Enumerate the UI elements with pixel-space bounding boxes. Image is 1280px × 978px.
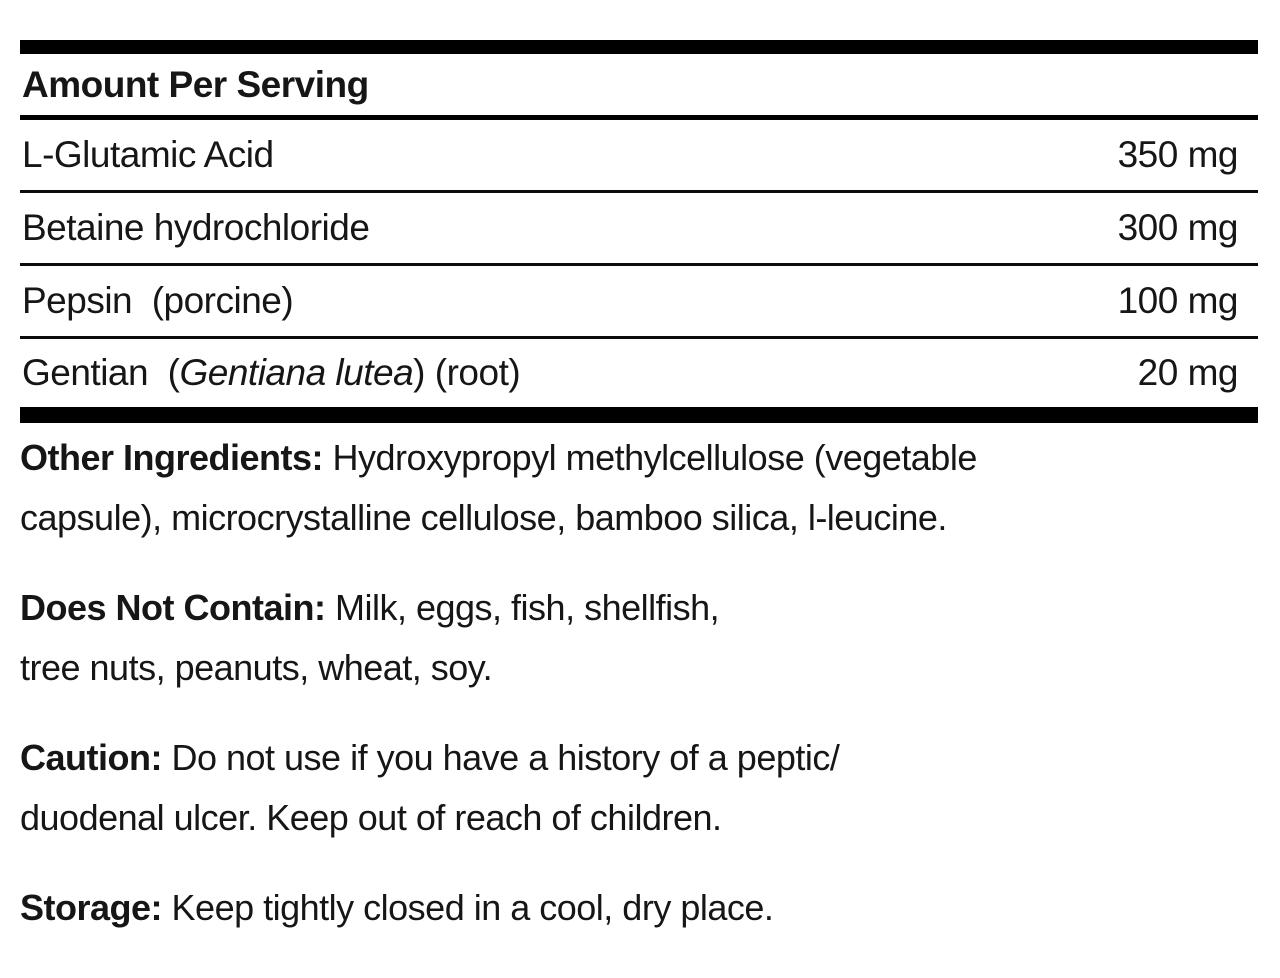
ingredient-row-pepsin: Pepsin (porcine) 100 mg [20, 266, 1258, 339]
ingredient-amount: 100 mg [1117, 280, 1239, 321]
ingredient-amount: 350 mg [1117, 134, 1239, 175]
amount-per-serving-header: Amount Per Serving [20, 54, 1258, 120]
section-line1: Milk, eggs, fish, shellfish, [325, 587, 720, 628]
other-ingredients-section: Other Ingredients: Hydroxypropyl methylc… [20, 428, 1258, 548]
caution-section: Caution: Do not use if you have a histor… [20, 728, 1258, 848]
section-label: Caution: [20, 737, 162, 778]
ingredient-row-l-glutamic-acid: L-Glutamic Acid 350 mg [20, 120, 1258, 193]
section-line1: Do not use if you have a history of a pe… [161, 737, 840, 778]
ingredient-name: Pepsin (porcine) [20, 280, 294, 322]
ingredient-name-text: Betaine hydrochloride [22, 207, 370, 248]
section-label: Storage: [20, 887, 163, 928]
ingredient-name: Gentian (Gentiana lutea) (root) [20, 352, 521, 394]
section-line2: duodenal ulcer. Keep out of reach of chi… [20, 797, 722, 838]
section-line1: Hydroxypropyl methylcellulose (vegetable [323, 437, 978, 478]
section-line2: tree nuts, peanuts, wheat, soy. [20, 647, 493, 688]
section-label: Other Ingredients: [20, 437, 324, 478]
label-text-sections: Other Ingredients: Hydroxypropyl methylc… [20, 423, 1258, 938]
ingredient-row-betaine-hydrochloride: Betaine hydrochloride 300 mg [20, 193, 1258, 266]
bottom-divider-bar [20, 407, 1258, 423]
does-not-contain-section: Does Not Contain: Milk, eggs, fish, shel… [20, 578, 1258, 698]
section-line1: Keep tightly closed in a cool, dry place… [162, 887, 774, 928]
top-divider-bar [20, 40, 1258, 54]
ingredient-name-italic: Gentiana lutea [179, 352, 414, 393]
ingredient-amount: 20 mg [1137, 352, 1239, 393]
ingredient-amount: 300 mg [1117, 207, 1239, 248]
storage-section: Storage: Keep tightly closed in a cool, … [20, 878, 1258, 938]
ingredient-name-suffix: ) (root) [413, 352, 521, 393]
ingredient-name: L-Glutamic Acid [20, 134, 274, 176]
ingredient-row-gentian: Gentian (Gentiana lutea) (root) 20 mg [20, 339, 1258, 407]
section-label: Does Not Contain: [20, 587, 326, 628]
ingredient-name-text: Pepsin (porcine) [22, 280, 294, 321]
ingredient-name: Betaine hydrochloride [20, 207, 370, 249]
supplement-facts-panel: Amount Per Serving L-Glutamic Acid 350 m… [20, 40, 1258, 938]
section-line2: capsule), microcrystalline cellulose, ba… [20, 497, 947, 538]
ingredient-name-text: Gentian ( [22, 352, 180, 393]
ingredient-name-text: L-Glutamic Acid [22, 134, 274, 175]
